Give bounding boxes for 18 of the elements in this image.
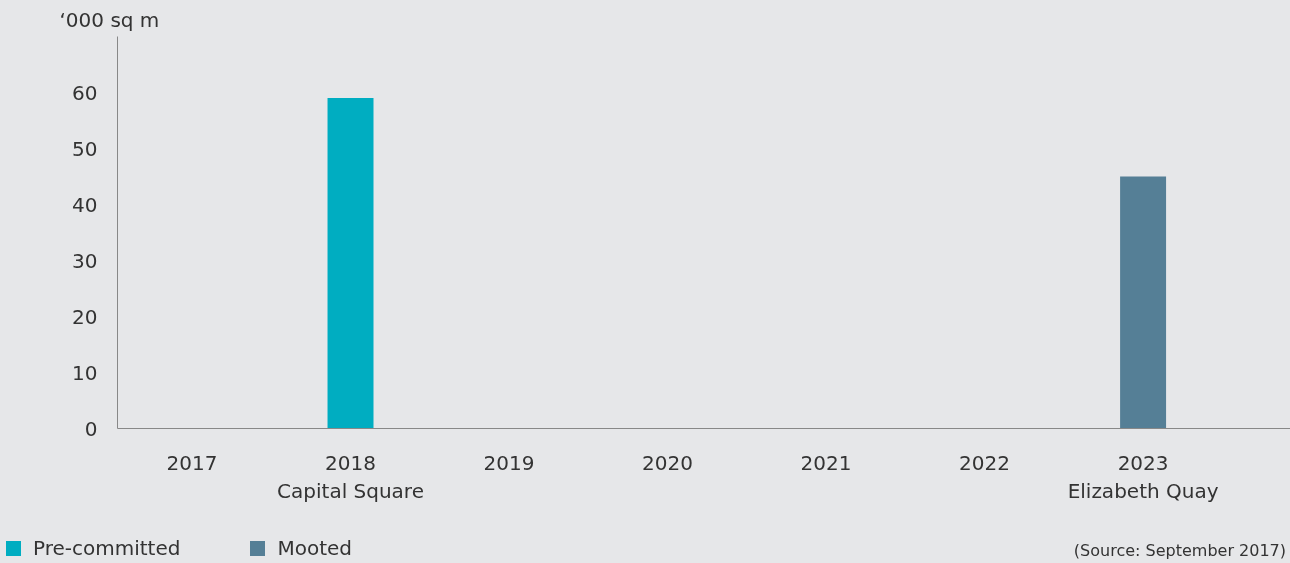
legend-label: Pre-committed xyxy=(32,535,181,563)
x-tick-label: 2019 xyxy=(483,450,535,475)
y-axis-title: ‘000 sq m xyxy=(59,7,160,32)
y-tick-label: 20 xyxy=(72,304,98,329)
y-tick-label: 0 xyxy=(84,416,98,441)
x-tick-label: 2023 Elizabeth Quay xyxy=(1067,450,1219,504)
x-tick-label: 2021 xyxy=(800,450,852,475)
y-tick-label: 40 xyxy=(72,192,98,217)
x-tick-label: 2018 Capital Square xyxy=(277,450,424,504)
y-tick-label: 50 xyxy=(72,136,98,161)
x-tick-label: 2020 xyxy=(642,450,693,475)
y-tick-label: 60 xyxy=(72,80,98,105)
text: (Source: September 2017) xyxy=(1073,540,1286,563)
x-tick-label: 2022 xyxy=(959,450,1011,475)
x-tick-label: 2017 xyxy=(166,450,218,475)
y-tick-label: 10 xyxy=(72,360,98,385)
y-tick-label: 30 xyxy=(72,248,98,273)
legend-label: Mooted xyxy=(276,535,353,563)
